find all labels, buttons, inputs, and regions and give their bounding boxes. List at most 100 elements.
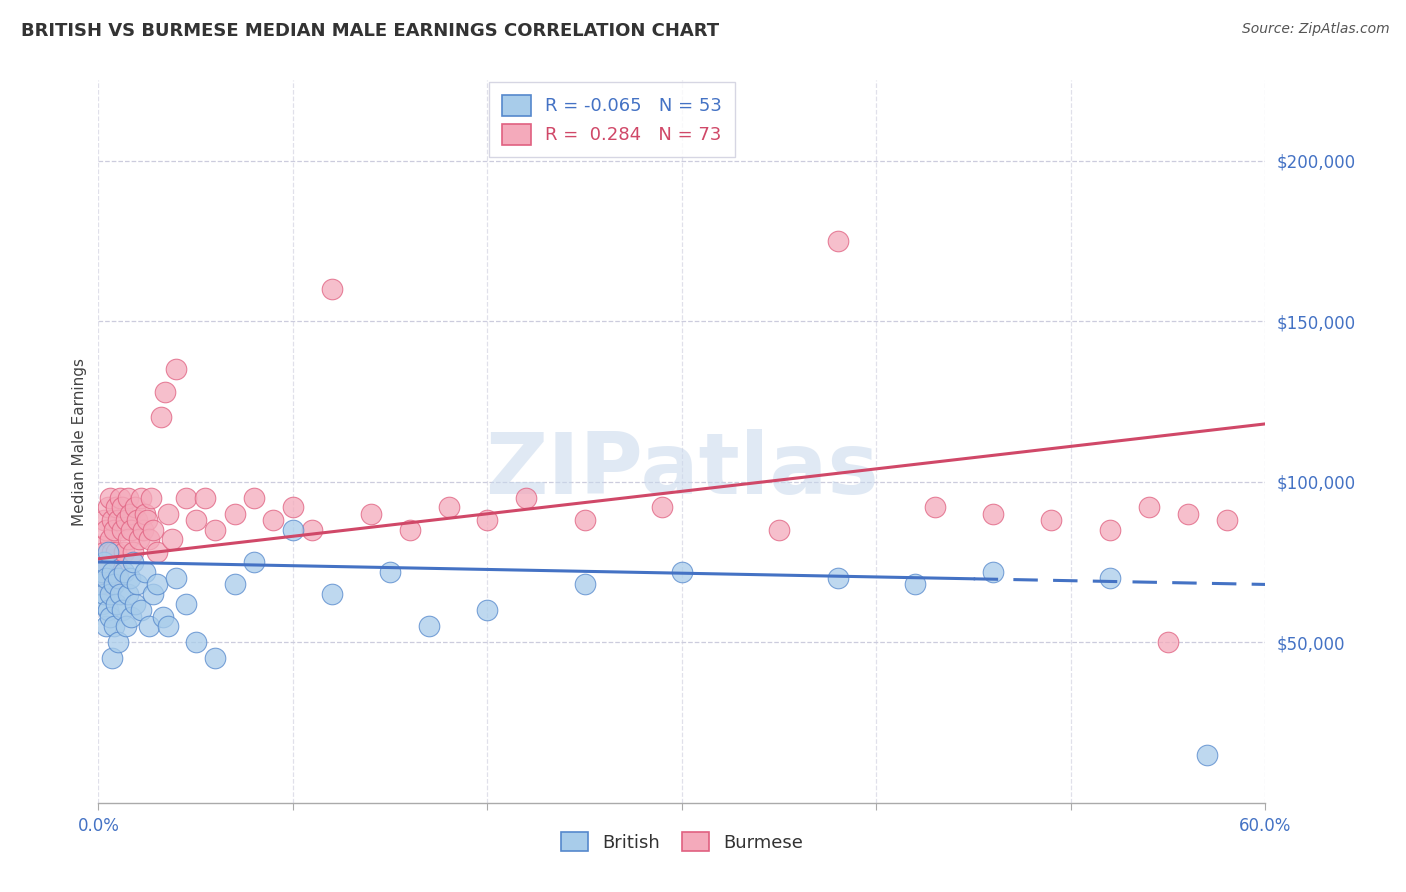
Point [138,619,160,633]
Point [114,619,136,633]
Point [117,533,139,547]
Text: Source: ZipAtlas.com: Source: ZipAtlas.com [1241,22,1389,37]
Point [97,500,120,515]
Point [98,491,121,505]
Point [129,603,152,617]
Point [103,571,125,585]
Point [574,513,596,527]
Point [418,619,440,633]
Point [91,565,114,579]
Point [1215,513,1237,527]
Point [301,523,323,537]
Point [184,513,207,527]
Point [107,571,129,585]
Point [165,362,187,376]
Point [128,533,150,547]
Point [321,282,343,296]
Point [108,587,131,601]
Point [437,500,460,515]
Point [101,513,124,527]
Point [91,539,114,553]
Point [146,545,169,559]
Point [827,234,849,248]
Point [1137,500,1160,515]
Point [124,500,146,515]
Point [107,565,129,579]
Point [107,513,129,527]
Point [117,491,139,505]
Point [132,523,155,537]
Point [96,571,118,585]
Point [142,523,165,537]
Point [174,491,197,505]
Point [93,545,115,559]
Point [360,507,382,521]
Point [924,500,946,515]
Point [89,555,111,569]
Point [1040,513,1063,527]
Point [117,587,139,601]
Point [111,500,134,515]
Point [91,597,114,611]
Point [477,603,499,617]
Point [671,565,693,579]
Point [477,513,499,527]
Point [184,635,207,649]
Point [1157,635,1180,649]
Point [97,555,120,569]
Point [827,571,849,585]
Point [111,523,134,537]
Point [112,545,135,559]
Point [174,597,197,611]
Point [134,507,156,521]
Point [165,571,187,585]
Point [98,533,121,547]
Point [139,491,162,505]
Point [97,603,120,617]
Text: BRITISH VS BURMESE MEDIAN MALE EARNINGS CORRELATION CHART: BRITISH VS BURMESE MEDIAN MALE EARNINGS … [21,22,720,40]
Point [96,577,118,591]
Point [122,545,145,559]
Point [118,571,141,585]
Point [574,577,596,591]
Point [118,507,141,521]
Point [1177,507,1199,521]
Point [104,500,127,515]
Point [157,619,180,633]
Point [262,513,284,527]
Point [121,523,143,537]
Point [142,587,165,601]
Point [96,523,118,537]
Point [104,545,127,559]
Legend: British, Burmese: British, Burmese [554,824,810,859]
Point [107,635,129,649]
Point [89,577,111,591]
Point [89,577,111,591]
Point [108,491,131,505]
Point [93,587,115,601]
Point [152,609,174,624]
Point [1098,571,1121,585]
Point [224,577,246,591]
Point [93,555,115,569]
Point [98,587,121,601]
Point [138,533,160,547]
Point [101,565,124,579]
Point [321,587,343,601]
Point [904,577,927,591]
Point [1098,523,1121,537]
Point [124,597,146,611]
Point [104,597,127,611]
Point [981,507,1004,521]
Point [103,619,125,633]
Point [101,651,124,665]
Point [162,533,184,547]
Point [146,577,169,591]
Text: ZIPatlas: ZIPatlas [485,429,879,512]
Point [121,609,143,624]
Point [281,500,304,515]
Point [103,577,125,591]
Point [112,565,135,579]
Point [281,523,304,537]
Point [243,555,266,569]
